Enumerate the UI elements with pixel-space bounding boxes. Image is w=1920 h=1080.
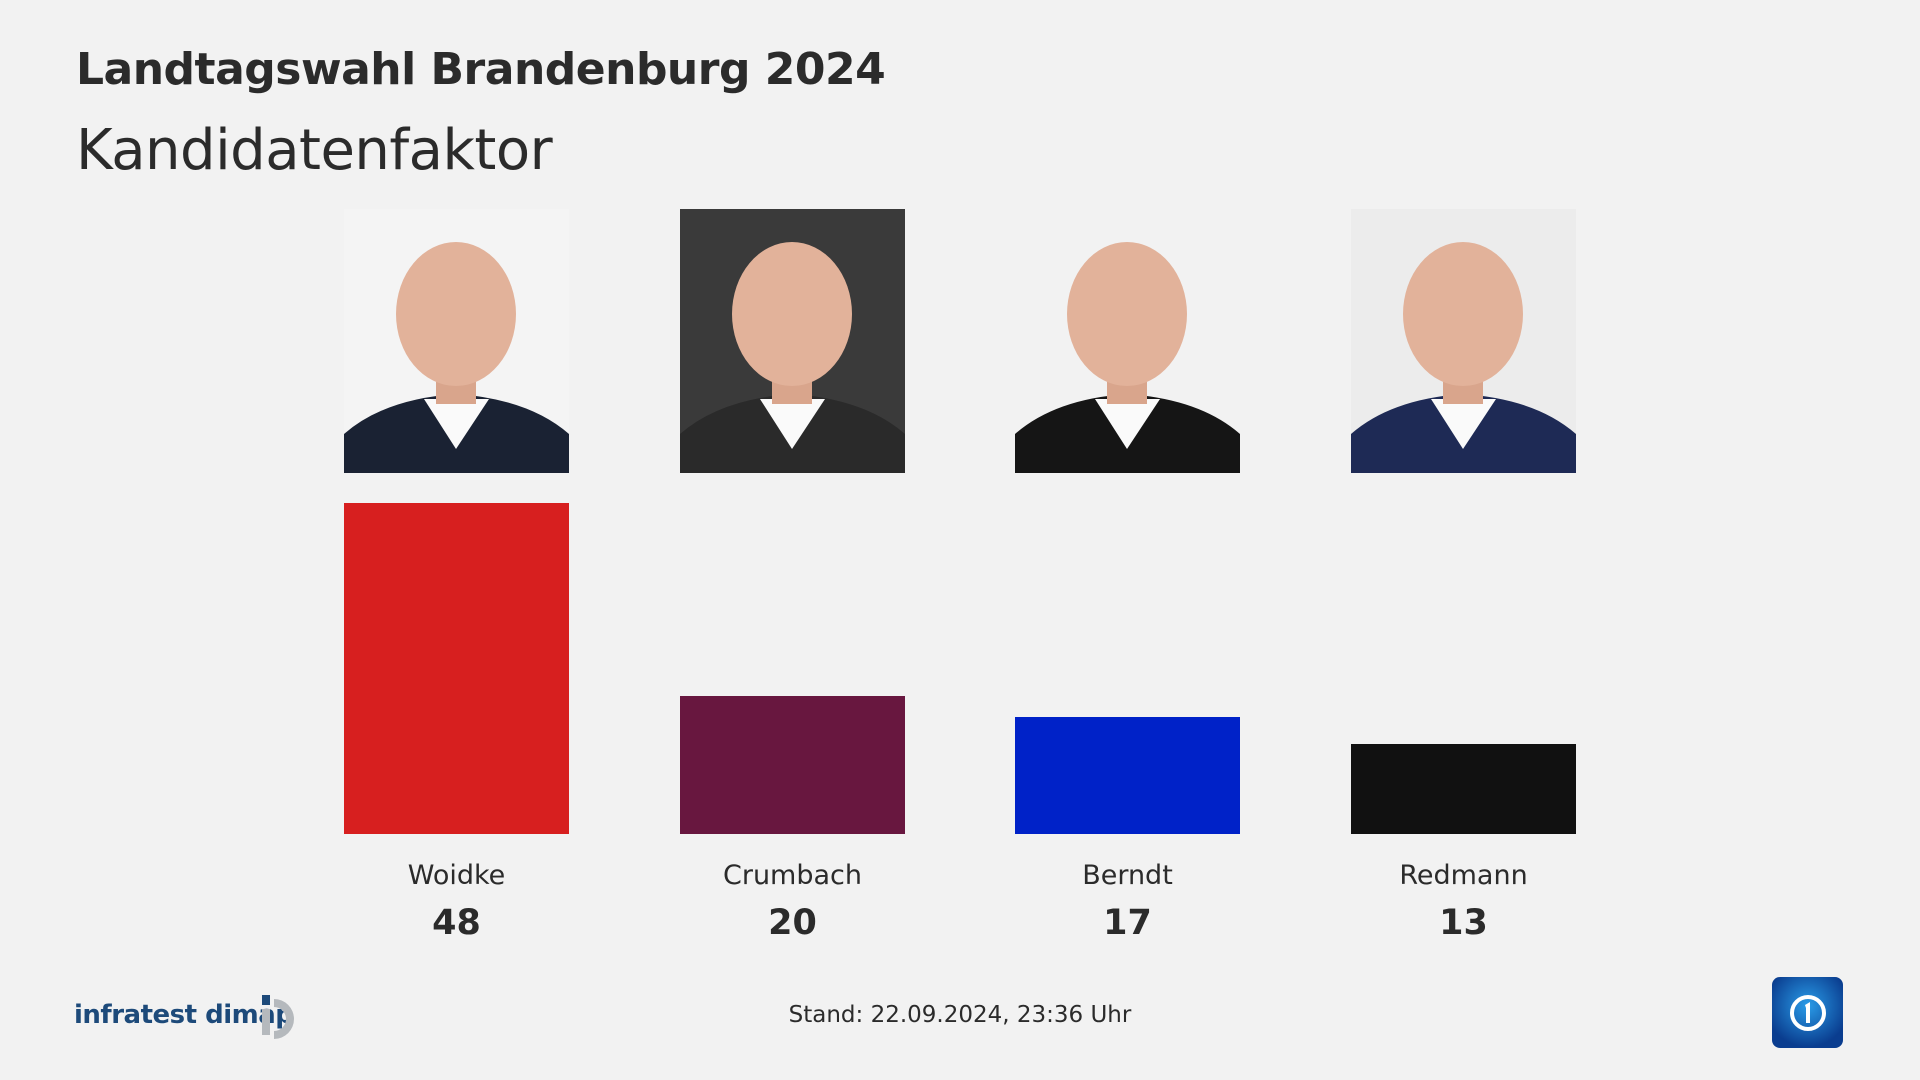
candidate-photo-redmann (1351, 209, 1576, 473)
candidate-photo-berndt (1015, 209, 1240, 473)
bar-redmann (1351, 744, 1576, 834)
chart-title: Landtagswahl Brandenburg 2024 (76, 44, 886, 95)
value-label: 17 (1103, 903, 1152, 943)
bar-berndt (1015, 716, 1240, 834)
value-label: 48 (432, 903, 481, 943)
value-label: 13 (1439, 903, 1488, 943)
bar-woidke (344, 503, 569, 834)
bar-crumbach (680, 696, 905, 834)
infratest-dimap-logo-icon (262, 995, 294, 1039)
category-label: Crumbach (722, 860, 862, 891)
ard-one-icon (1790, 995, 1826, 1031)
timestamp: Stand: 22.09.2024, 23:36 Uhr (788, 1002, 1132, 1028)
candidate-photo-crumbach (680, 209, 905, 473)
ard-logo (1772, 977, 1843, 1048)
candidate-photo-woidke (344, 209, 569, 473)
infratest-dimap-logo: infratest dimap (74, 1000, 294, 1030)
category-label: Redmann (1399, 860, 1528, 891)
chart-subtitle: Kandidatenfaktor (76, 118, 553, 183)
category-label: Woidke (407, 860, 506, 891)
category-label: Berndt (1082, 860, 1173, 891)
value-label: 20 (768, 903, 817, 943)
